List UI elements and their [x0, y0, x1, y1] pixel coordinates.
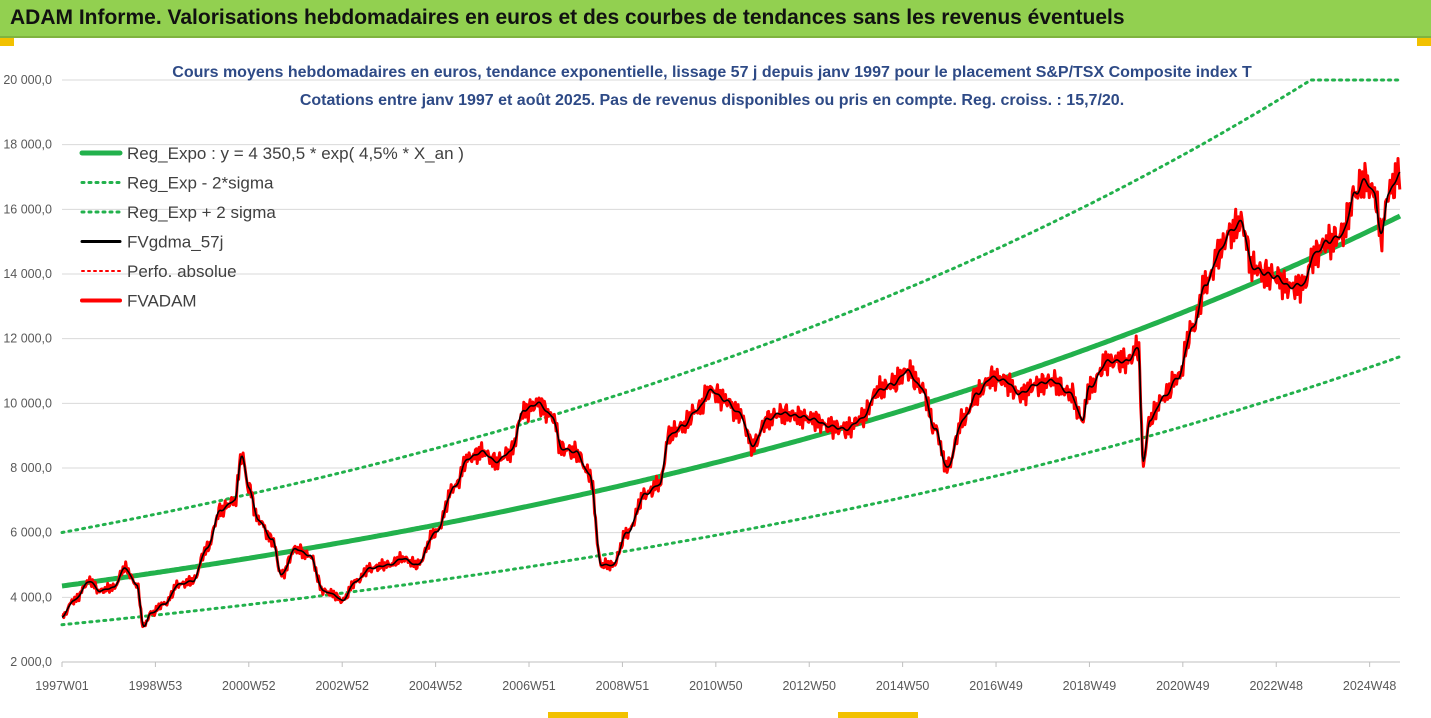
legend: Reg_Expo : y = 4 350,5 * exp( 4,5% * X_a…: [79, 144, 464, 311]
gridlines: [62, 79, 1400, 663]
x-tick-label: 2012W50: [782, 679, 836, 693]
legend-label-perfo: Perfo. absolue: [127, 262, 237, 281]
corner-mark-top-left: [0, 38, 14, 46]
legend-label-smooth: FVgdma_57j: [127, 233, 223, 252]
legend-label-lower: Reg_Exp - 2*sigma: [127, 174, 274, 193]
report-banner: ADAM Informe. Valorisations hebdomadaire…: [0, 0, 1431, 38]
chart-title: Cours moyens hebdomadaires en euros, ten…: [172, 64, 1252, 81]
series-upper-band: [60, 78, 1402, 534]
y-tick-label: 16 000,0: [3, 202, 52, 216]
series-layer: [60, 78, 1402, 629]
y-tick-label: 4 000,0: [10, 590, 52, 604]
series-fvgdma: [61, 171, 1401, 627]
corner-mark-bottom-right: [838, 712, 918, 718]
corner-mark-top-right: [1417, 38, 1431, 46]
y-tick-label: 20 000,0: [3, 73, 52, 87]
x-tick-label: 2022W48: [1249, 679, 1303, 693]
x-tick-label: 1998W53: [129, 679, 183, 693]
x-tick-label: 2024W48: [1343, 679, 1397, 693]
x-tick-label: 1997W01: [35, 679, 89, 693]
chart-area: 2 000,0 4 000,0 6 000,0 8 000,0 10 000,0 12 0…: [3, 64, 1402, 693]
y-tick-label: 10 000,0: [3, 396, 52, 410]
series-regression: [61, 213, 1402, 589]
x-tick-label: 2006W51: [502, 679, 556, 693]
corner-mark-bottom-left: [548, 712, 628, 718]
x-tick-label: 2010W50: [689, 679, 743, 693]
series-lower-band: [60, 355, 1402, 627]
chart-subtitle: Cotations entre janv 1997 et août 2025. …: [300, 92, 1124, 109]
x-tick-label: 2004W52: [409, 679, 463, 693]
x-tick-label: 2008W51: [596, 679, 650, 693]
x-axis: 1997W01 1998W53 2000W52 2002W52 2004W52 2006W…: [35, 662, 1396, 693]
y-tick-label: 12 000,0: [3, 332, 52, 346]
legend-label-trend: Reg_Expo : y = 4 350,5 * exp( 4,5% * X_a…: [127, 144, 464, 163]
x-tick-label: 2002W52: [315, 679, 369, 693]
x-tick-label: 2000W52: [222, 679, 276, 693]
x-tick-label: 2016W49: [969, 679, 1023, 693]
x-tick-label: 2020W49: [1156, 679, 1210, 693]
y-tick-label: 8 000,0: [10, 461, 52, 475]
y-tick-label: 14 000,0: [3, 267, 52, 281]
y-tick-label: 18 000,0: [3, 138, 52, 152]
report-title: ADAM Informe. Valorisations hebdomadaire…: [10, 6, 1125, 29]
legend-label-upper: Reg_Exp + 2 sigma: [127, 203, 276, 222]
x-tick-label: 2018W49: [1063, 679, 1117, 693]
legend-label-price: FVADAM: [127, 292, 197, 311]
y-axis: 2 000,0 4 000,0 6 000,0 8 000,0 10 000,0 12 0…: [3, 73, 52, 669]
y-tick-label: 2 000,0: [10, 655, 52, 669]
y-tick-label: 6 000,0: [10, 526, 52, 540]
x-tick-label: 2014W50: [876, 679, 930, 693]
